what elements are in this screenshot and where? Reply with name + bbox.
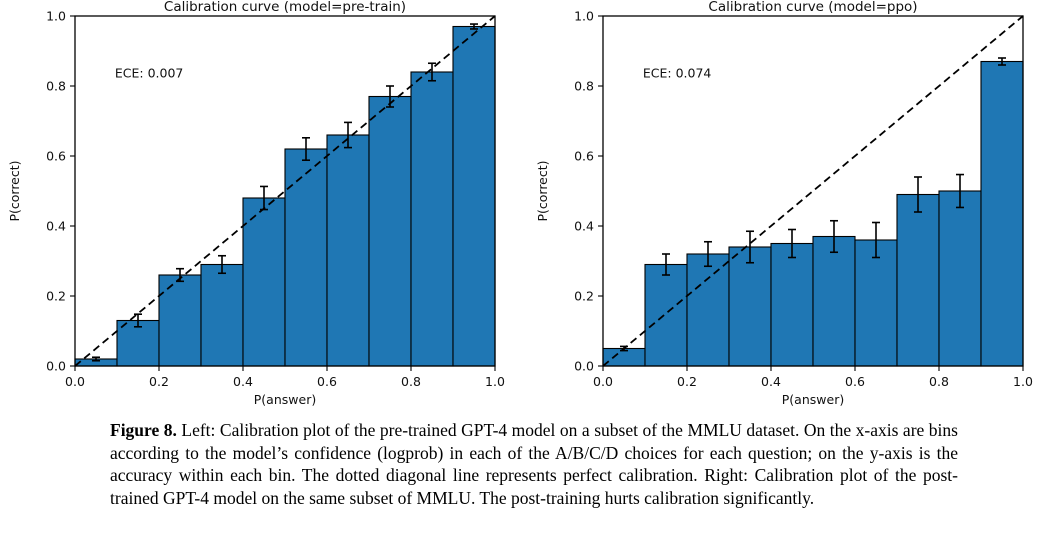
y-tick-label: 0.4 <box>574 219 594 234</box>
x-tick-label: 0.6 <box>317 374 337 389</box>
calibration-bar <box>896 193 940 367</box>
figure-caption-label: Figure 8. <box>110 420 177 440</box>
y-tick-label: 0.2 <box>46 289 66 304</box>
plot-frame <box>602 15 1024 367</box>
calibration-bar <box>770 242 814 367</box>
calibration-bar <box>686 253 730 367</box>
x-tick-label: 0.4 <box>761 374 781 389</box>
x-tick-label: 0.8 <box>401 374 421 389</box>
ece-annotation: ECE: 0.074 <box>643 65 712 80</box>
y-tick-label: 0.6 <box>46 149 66 164</box>
y-tick-label: 1.0 <box>46 9 66 24</box>
x-tick-label: 0.2 <box>677 374 697 389</box>
x-tick-label: 0.8 <box>929 374 949 389</box>
calibration-bar <box>368 95 412 367</box>
calibration-bar <box>812 235 856 367</box>
pretrain-calibration-chart: 0.0 0.2 0.4 0.6 0.8 1.0 0.0 0.2 0.4 0.6 0.8 1.0 Cali… <box>0 0 526 412</box>
figure-caption-text: Left: Calibration plot of the pre-traine… <box>110 420 958 508</box>
x-axis-label: P(answer) <box>782 392 844 407</box>
y-tick-label: 0.4 <box>46 219 66 234</box>
y-tick-label: 0.0 <box>46 359 66 374</box>
chart-title: Calibration curve (model=ppo) <box>708 0 917 15</box>
calibration-bar <box>326 134 370 367</box>
perfect-calibration-line <box>74 15 496 367</box>
pretrain-calibration-plot: 0.0 0.2 0.4 0.6 0.8 1.0 0.0 0.2 0.4 0.6 0.8 1.0 Cali… <box>7 0 505 407</box>
calibration-bar <box>980 60 1024 367</box>
calibration-bar <box>158 274 202 367</box>
y-tick-label: 0.8 <box>46 79 66 94</box>
x-tick-label: 0.4 <box>233 374 253 389</box>
y-axis-label: P(correct) <box>7 160 22 221</box>
x-tick-label: 0.2 <box>149 374 169 389</box>
calibration-bar <box>854 239 898 367</box>
calibration-bar <box>410 71 454 367</box>
y-tick-label: 1.0 <box>574 9 594 24</box>
calibration-bar <box>452 25 496 367</box>
calibration-bar <box>200 263 244 367</box>
x-axis-label: P(answer) <box>254 392 316 407</box>
figure-caption: Figure 8. Left: Calibration plot of the … <box>110 419 958 509</box>
x-tick-label: 0.0 <box>65 374 85 389</box>
perfect-calibration-line <box>602 15 1024 367</box>
y-tick-label: 0.6 <box>574 149 594 164</box>
calibration-bar <box>242 197 286 367</box>
y-tick-label: 0.0 <box>574 359 594 374</box>
ece-annotation: ECE: 0.007 <box>115 65 183 80</box>
calibration-bar <box>284 148 328 367</box>
x-tick-label: 1.0 <box>485 374 505 389</box>
chart-title: Calibration curve (model=pre-train) <box>164 0 406 15</box>
x-tick-label: 0.0 <box>593 374 613 389</box>
plot-frame <box>74 15 496 367</box>
calibration-bar <box>728 246 772 367</box>
y-axis-label: P(correct) <box>535 160 550 221</box>
x-tick-label: 0.6 <box>845 374 865 389</box>
y-tick-label: 0.2 <box>574 289 594 304</box>
y-tick-label: 0.8 <box>574 79 594 94</box>
ppo-calibration-chart: 0.0 0.2 0.4 0.6 0.8 1.0 0.0 0.2 0.4 0.6 0.8 1.0 Cali… <box>528 0 1054 412</box>
x-tick-label: 1.0 <box>1013 374 1033 389</box>
calibration-bar <box>938 190 982 367</box>
ppo-calibration-plot: 0.0 0.2 0.4 0.6 0.8 1.0 0.0 0.2 0.4 0.6 0.8 1.0 Cali… <box>535 0 1033 407</box>
calibration-bar <box>644 263 688 367</box>
